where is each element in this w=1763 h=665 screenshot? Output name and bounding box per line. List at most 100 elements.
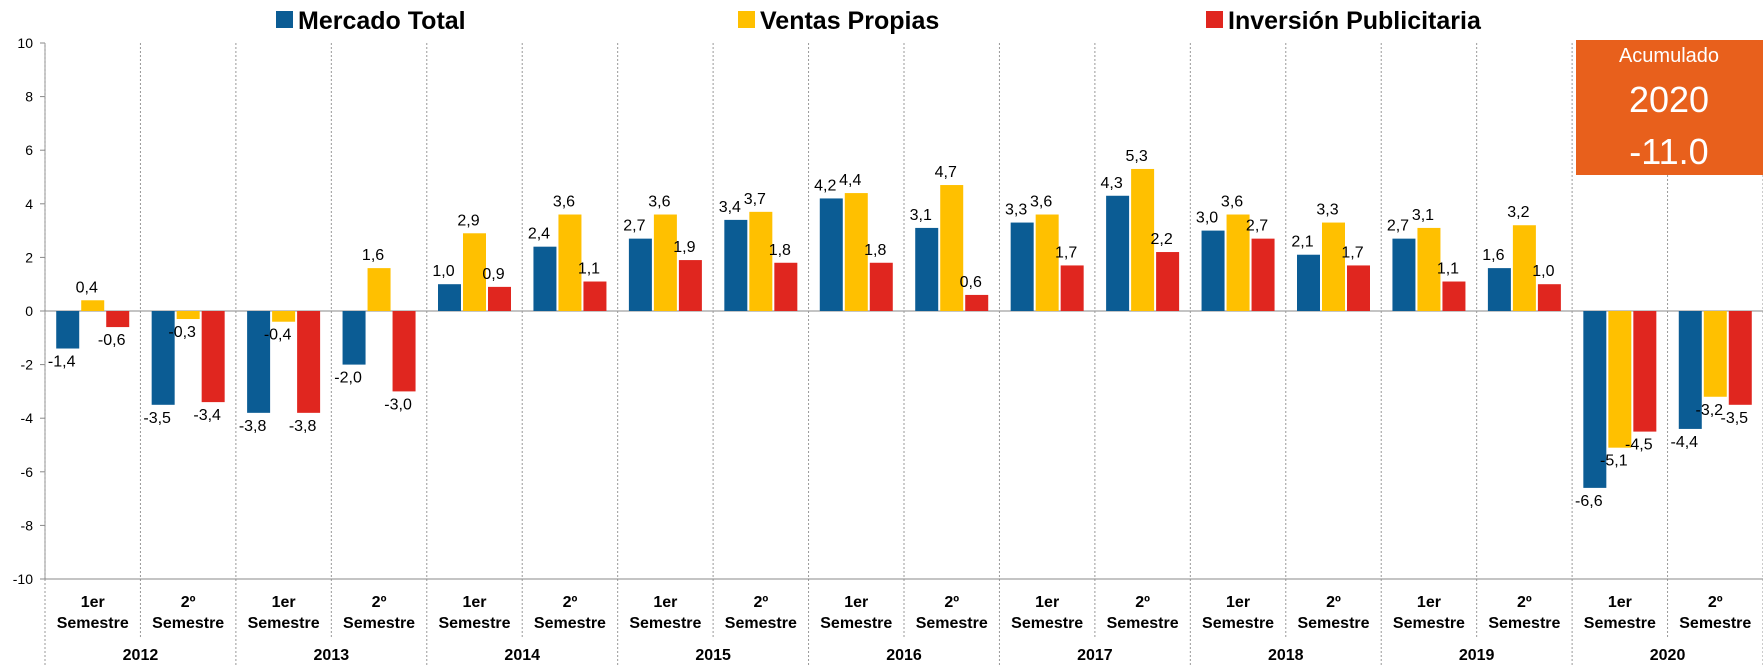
x-tick-label: 2º [181, 594, 196, 611]
bar [1322, 222, 1345, 311]
x-tick-label: Semestre [57, 615, 129, 632]
value-label: 1,6 [1482, 247, 1504, 264]
bar [965, 294, 989, 311]
y-tick-label: -10 [13, 571, 33, 587]
bar [774, 262, 798, 311]
bar [1106, 195, 1130, 311]
x-tick-label: Semestre [1679, 615, 1751, 632]
bar [151, 311, 175, 405]
bar [940, 185, 964, 311]
legend-swatch [1206, 11, 1223, 28]
x-tick-label: Semestre [1584, 615, 1656, 632]
x-tick-label: Semestre [534, 615, 606, 632]
bar [463, 233, 486, 311]
value-label: 4,4 [839, 172, 861, 189]
annotation-box [1576, 40, 1763, 175]
bar [819, 198, 843, 311]
value-label: 3,6 [1030, 194, 1052, 211]
y-tick-label: 0 [25, 303, 33, 319]
value-label: 4,3 [1100, 175, 1122, 192]
value-label: 3,4 [719, 199, 741, 216]
x-tick-label: 1er [1608, 594, 1632, 611]
value-label: 0,4 [76, 279, 98, 296]
year-label: 2020 [1650, 647, 1686, 664]
year-label: 2019 [1459, 647, 1495, 664]
bar [533, 246, 557, 311]
value-label: 0,9 [482, 266, 504, 283]
value-label: 2,1 [1291, 234, 1313, 251]
bar [176, 311, 200, 320]
bar [869, 262, 893, 311]
bar [1678, 311, 1702, 429]
y-tick-label: 4 [25, 196, 33, 212]
value-label: 2,2 [1150, 231, 1172, 248]
value-label: 4,2 [814, 177, 836, 194]
bar [749, 211, 773, 311]
value-label: 3,6 [553, 194, 575, 211]
x-tick-label: 2º [372, 594, 387, 611]
value-label: 2,4 [528, 226, 550, 243]
bar [678, 260, 702, 311]
bar [81, 300, 105, 311]
x-tick-label: 2º [1135, 594, 1150, 611]
bar [1035, 214, 1059, 311]
value-label: 3,0 [1196, 210, 1218, 227]
legend-label: Ventas Propias [760, 7, 939, 35]
value-label: 0,6 [960, 274, 982, 291]
y-tick-label: 10 [17, 35, 33, 51]
value-label: -3,4 [193, 407, 221, 424]
bar [297, 311, 321, 413]
bar [438, 284, 461, 311]
annotation-year: 2020 [1629, 79, 1709, 120]
value-label: 3,3 [1005, 202, 1027, 219]
annotation-title: Acumulado [1619, 45, 1719, 67]
bar [1392, 238, 1416, 311]
y-tick-label: 6 [25, 142, 33, 158]
x-tick-label: 2º [1326, 594, 1341, 611]
value-label: -4,4 [1670, 434, 1698, 451]
x-tick-label: Semestre [1107, 615, 1179, 632]
x-tick-label: 2º [944, 594, 959, 611]
value-label: 1,0 [432, 263, 454, 280]
bar [1417, 227, 1441, 311]
bar [915, 227, 939, 311]
y-tick-label: 2 [25, 249, 33, 265]
bar [1060, 265, 1084, 311]
value-label: 1,7 [1341, 244, 1363, 261]
bar [247, 311, 271, 413]
bar [272, 311, 296, 322]
x-tick-label: Semestre [343, 615, 415, 632]
x-tick-label: Semestre [820, 615, 892, 632]
value-label: 1,1 [1437, 261, 1459, 278]
x-tick-label: Semestre [725, 615, 797, 632]
x-tick-label: 1er [272, 594, 296, 611]
value-label: 2,9 [457, 212, 479, 229]
legend-swatch [276, 11, 293, 28]
x-tick-label: 1er [1417, 594, 1441, 611]
value-label: 3,1 [1412, 207, 1434, 224]
value-label: -4,5 [1625, 437, 1653, 454]
y-tick-label: -8 [21, 517, 34, 533]
bar [1537, 284, 1561, 311]
value-label: 5,3 [1125, 148, 1147, 165]
bar [1512, 225, 1536, 311]
value-label: -0,4 [264, 327, 292, 344]
x-tick-label: Semestre [248, 615, 320, 632]
year-label: 2013 [314, 647, 350, 664]
bar [1010, 222, 1034, 311]
x-tick-label: Semestre [1297, 615, 1369, 632]
value-label: 4,7 [935, 164, 957, 181]
bar [56, 311, 80, 349]
value-label: 1,9 [673, 239, 695, 256]
year-label: 2015 [695, 647, 731, 664]
bar [367, 268, 391, 311]
x-tick-label: Semestre [438, 615, 510, 632]
x-tick-label: Semestre [629, 615, 701, 632]
year-label: 2014 [504, 647, 540, 664]
x-tick-label: Semestre [916, 615, 988, 632]
value-label: 1,8 [769, 242, 791, 259]
x-tick-label: Semestre [1393, 615, 1465, 632]
bar [1251, 238, 1275, 311]
annotation-value: -11.0 [1629, 131, 1708, 172]
